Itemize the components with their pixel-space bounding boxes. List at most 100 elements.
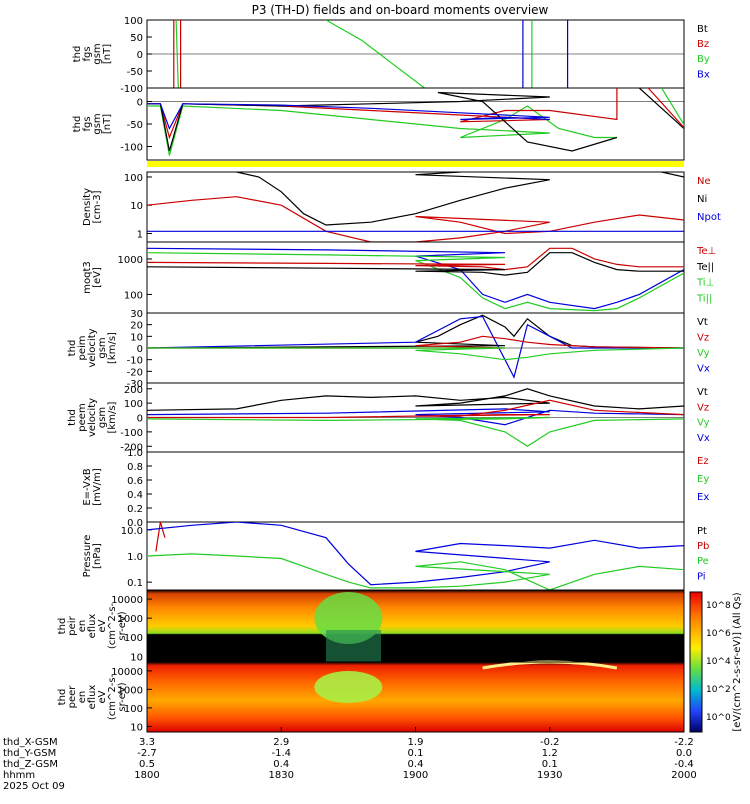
y-axis-label: [cm-3]	[92, 190, 103, 223]
panel-peir_spectrogram: 10000 1000 100 10 thd peir en eflux eV (cm^2-s-sr…	[57, 589, 685, 663]
y-axis-label: peer	[67, 685, 78, 709]
y-axis-label: Density	[82, 188, 93, 226]
y-axis-label: moqt3	[82, 261, 93, 294]
panel-peem_velocity: 200 100 0 -100 -200 thd peem velocity gsm [km/s] V…	[67, 382, 710, 453]
series-line	[147, 88, 618, 140]
y-axis-label: thd	[57, 618, 68, 635]
spectrogram-fill	[147, 662, 684, 732]
panel-frame	[146, 241, 685, 314]
series-line	[147, 247, 684, 271]
y-tick-label: 0	[137, 344, 143, 355]
series-group	[147, 314, 684, 379]
y-axis-label: thd	[72, 116, 83, 133]
y-tick-label: 100	[124, 173, 143, 184]
y-tick-label: 100	[124, 16, 143, 27]
y-tick-label: 10000	[111, 595, 143, 606]
y-axis-label: sr-eV)	[117, 682, 128, 711]
y-tick-label: 30	[130, 309, 143, 320]
y-axis-label: velocity	[87, 398, 98, 437]
series-line	[147, 347, 684, 361]
y-tick-label: 10	[130, 722, 143, 733]
colorbar: 10^8 10^6 10^4 10^2 10^0 [eV/(cm^2-s-sr-eV)] …	[689, 591, 743, 733]
series-line	[147, 252, 684, 276]
x-row-label: hhmm	[3, 770, 35, 781]
x-row-value: 0.0	[676, 748, 692, 759]
series-line	[661, 88, 684, 126]
y-axis-label: peir	[67, 615, 78, 635]
x-row-value: 1930	[537, 770, 562, 781]
series-line	[647, 88, 684, 129]
y-axis-label: thd	[57, 689, 68, 706]
panel-fgs: 100 50 0 -50 -100 thd fgs gsm [nT] Bt Bz By Bx	[72, 16, 710, 95]
y-tick-label: -50	[127, 120, 143, 131]
legend-entry: Ex	[697, 492, 709, 503]
spectrogram-feature	[326, 630, 381, 662]
y-axis-label: gsm	[92, 43, 103, 64]
y-tick-label: 0.6	[127, 476, 143, 487]
x-row-value: 2.9	[273, 737, 289, 748]
y-tick-label: 10	[130, 652, 143, 663]
y-tick-label: 100	[124, 399, 143, 410]
legend-entry: Vy	[697, 348, 710, 359]
panel-peer_spectrogram: 10000 1000 100 10 thd peer en eflux eV (cm^2-s-sr…	[57, 660, 685, 733]
y-axis-label: [eV]	[92, 267, 103, 288]
panel-pressure: 10.0 1.0 0.1 Pressure [nPa] Pt Pb Pe Pi	[82, 521, 709, 591]
y-tick-label: -200	[120, 442, 143, 453]
y-axis-label: eV	[97, 690, 108, 703]
legend-entry: Vz	[697, 402, 709, 413]
y-axis-label: eflux	[87, 614, 98, 639]
y-tick-label: 10	[130, 332, 143, 343]
panel-efield: 1.0 0.8 0.6 0.4 0.2 0.0 E=-VxB [mV/m] Ez Ey Ex	[82, 448, 709, 529]
y-tick-label: -30	[127, 379, 143, 390]
legend-entry: Ni	[697, 194, 707, 205]
legend-entry: Npot	[697, 212, 721, 223]
x-row-value: 0.5	[139, 759, 155, 770]
series-line	[147, 105, 617, 156]
colorbar-tick: 10^4	[706, 657, 731, 667]
x-row-label: thd_Y-GSM	[3, 748, 56, 759]
series-line	[147, 388, 684, 411]
x-row-label: thd_Z-GSM	[3, 759, 58, 770]
legend-entry: Ti⊥	[696, 278, 714, 289]
colorbar-tick: 10^6	[706, 629, 731, 639]
x-row-value: 0.1	[542, 759, 558, 770]
x-row-value: 1830	[269, 770, 294, 781]
legend-entry: Te⊥	[696, 246, 716, 257]
y-axis-label: fgs	[82, 46, 93, 61]
spectrogram-fill	[147, 590, 684, 662]
colorbar-scale	[689, 591, 703, 733]
series-line	[147, 91, 618, 152]
panel-fgs_zoom: 0 -50 -100 thd fgs gsm [nT]	[72, 87, 685, 161]
y-tick-label: 100	[124, 704, 143, 715]
y-tick-label: 0.4	[127, 490, 143, 501]
y-axis-label: velocity	[87, 328, 98, 367]
legend-entry: Vt	[697, 317, 708, 328]
y-axis-label: en	[77, 691, 88, 704]
y-tick-label: 0.8	[127, 462, 143, 473]
y-tick-label: 1000	[118, 255, 143, 266]
series-line	[147, 315, 684, 379]
series-line	[147, 408, 684, 426]
series-group	[147, 388, 684, 448]
series-line	[147, 247, 684, 310]
series-line	[147, 103, 550, 130]
series-group	[147, 247, 684, 312]
y-axis-label: gsm	[97, 407, 108, 428]
y-axis-label: [km/s]	[107, 401, 118, 433]
y-tick-label: 1	[137, 229, 143, 240]
x-row-value: -0.4	[674, 759, 694, 770]
legend-entry: Ne	[697, 176, 711, 187]
y-axis-label: (cm^2-s-	[107, 602, 118, 649]
legend-entry: Vx	[697, 433, 710, 444]
legend-entry: Ez	[697, 456, 709, 467]
series-line	[147, 522, 684, 586]
legend-entry: By	[697, 54, 710, 65]
legend-entry: Vx	[697, 364, 710, 375]
legend-entry: Ey	[697, 474, 709, 485]
series-line	[147, 553, 684, 590]
series-group	[147, 522, 684, 590]
series-line	[661, 172, 684, 198]
